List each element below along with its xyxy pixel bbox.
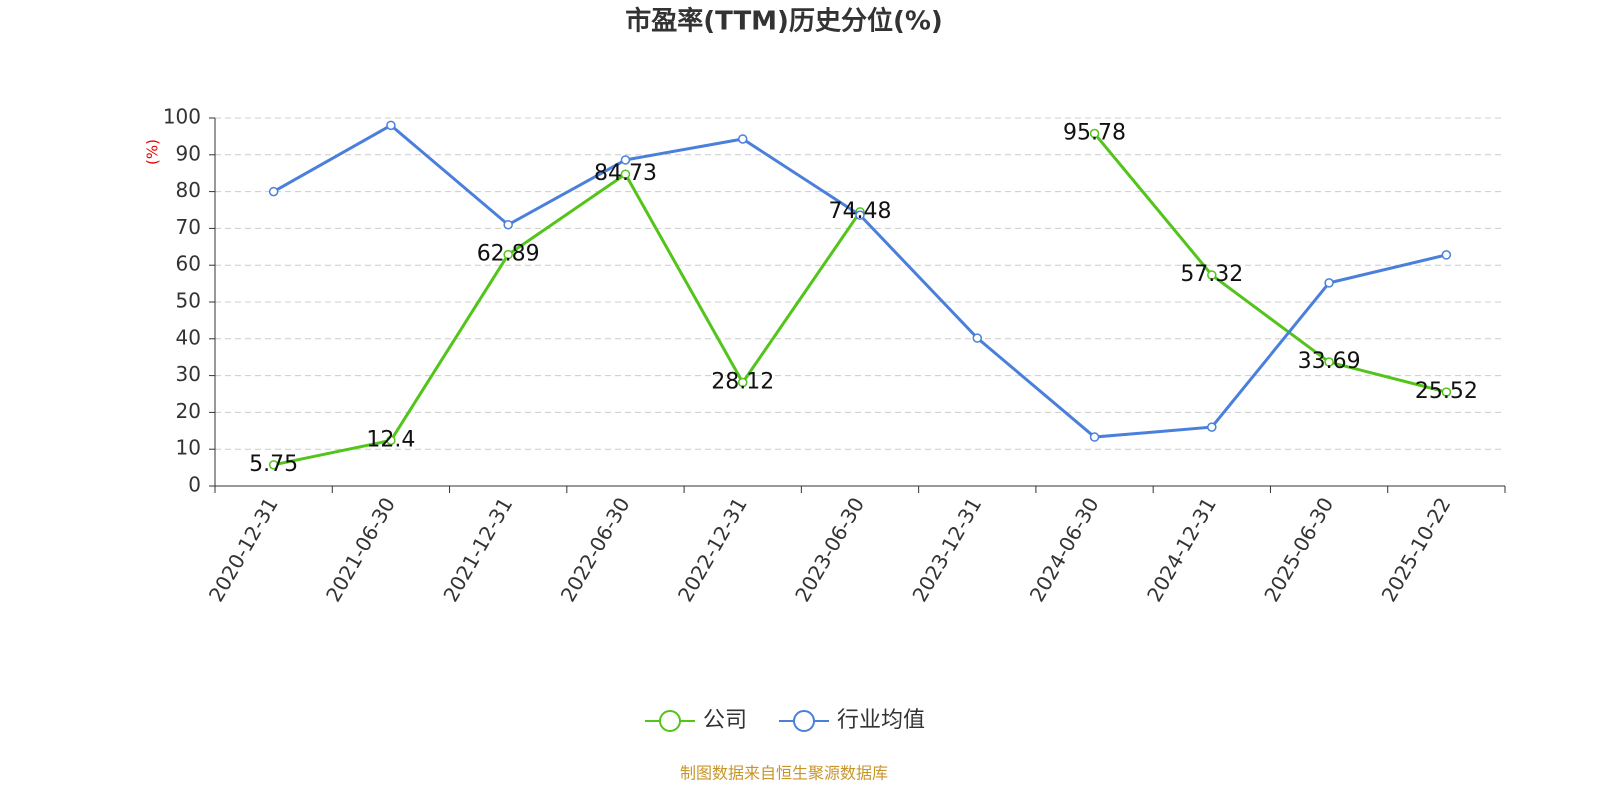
data-point (737, 377, 748, 388)
x-tick-label: 2022-06-30 (556, 493, 635, 606)
data-point (1441, 250, 1452, 260)
data-point (1441, 387, 1452, 397)
data-label: 5.75 (249, 452, 298, 477)
y-tick-label: 80 (176, 178, 201, 202)
x-tick-label: 2021-12-31 (438, 493, 517, 606)
data-label: 95.78 (1063, 121, 1126, 146)
data-point (737, 134, 748, 144)
x-tick-label: 2025-10-22 (1377, 493, 1456, 606)
y-tick-label: 60 (176, 252, 201, 276)
x-tick-label: 2025-06-30 (1259, 493, 1338, 606)
legend-label: 公司 (703, 708, 747, 733)
x-tick-label: 2020-12-31 (204, 493, 283, 606)
data-label: 25.52 (1415, 379, 1478, 404)
data-point (855, 210, 865, 220)
y-tick-label: 30 (176, 362, 201, 386)
data-point (1207, 422, 1217, 432)
x-tick-label: 2024-12-31 (1142, 493, 1221, 606)
x-tick-label: 2024-06-30 (1025, 493, 1104, 606)
data-label: 57.32 (1180, 262, 1243, 287)
y-axis-label: (%) (144, 139, 162, 165)
data-label: 12.4 (366, 427, 415, 452)
data-point (1324, 278, 1334, 288)
y-tick-label: 90 (176, 141, 201, 165)
data-point (268, 186, 279, 197)
data-point (1089, 432, 1100, 442)
data-point (972, 333, 983, 343)
y-tick-label: 20 (176, 399, 201, 423)
legend-marker (793, 710, 815, 732)
data-point (503, 249, 513, 260)
y-tick-label: 50 (176, 289, 201, 313)
data-point (1207, 270, 1217, 280)
data-point (386, 120, 396, 131)
y-tick-label: 10 (176, 436, 201, 460)
data-label: 62.89 (477, 242, 540, 267)
y-tick-label: 100 (163, 105, 201, 129)
data-point (268, 460, 279, 470)
chart-title: 市盈率(TTM)历史分位(%) (625, 6, 943, 37)
data-point (1089, 128, 1100, 139)
series-line (273, 132, 1447, 467)
data-point (503, 219, 513, 230)
data-label: 28.12 (711, 370, 774, 395)
y-tick-label: 0 (188, 473, 201, 497)
data-label: 74.48 (829, 199, 892, 224)
y-tick-label: 70 (176, 215, 201, 239)
data-point (386, 435, 396, 446)
x-tick-label: 2023-12-31 (907, 493, 986, 606)
series-line (272, 123, 1447, 439)
x-tick-label: 2021-06-30 (321, 493, 400, 606)
legend-label: 行业均值 (837, 708, 925, 733)
x-tick-label: 2023-06-30 (790, 493, 869, 606)
data-point (1324, 357, 1334, 367)
source-note: 制图数据来自恒生聚源数据库 (680, 764, 888, 783)
y-tick-label: 40 (176, 325, 201, 349)
x-tick-label: 2022-12-31 (673, 493, 752, 606)
data-label: 84.73 (594, 161, 657, 186)
data-point (620, 169, 631, 179)
data-label: 33.69 (1298, 349, 1361, 374)
legend-marker (659, 710, 681, 732)
data-point (620, 155, 631, 165)
